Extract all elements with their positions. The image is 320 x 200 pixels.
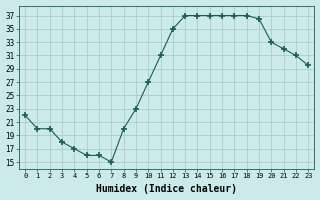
X-axis label: Humidex (Indice chaleur): Humidex (Indice chaleur) <box>96 184 237 194</box>
